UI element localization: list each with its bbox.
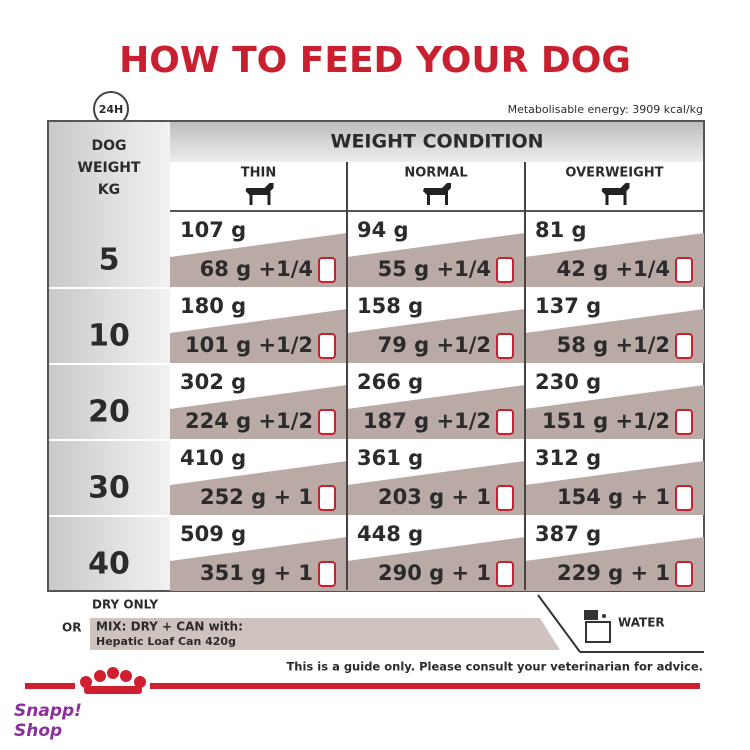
dry-amount: 509 g — [180, 522, 246, 546]
dry-amount: 158 g — [357, 294, 423, 318]
mix-shade — [525, 537, 704, 591]
can-icon — [496, 561, 514, 587]
can-icon — [675, 333, 693, 359]
weight-column — [49, 122, 170, 590]
mix-amount: 55 g +1/4 — [378, 257, 491, 281]
mix-amount: 101 g +1/2 — [185, 333, 313, 357]
mix-amount: 68 g +1/4 — [200, 257, 313, 281]
can-icon — [675, 257, 693, 283]
dry-amount: 361 g — [357, 446, 423, 470]
mix-shade — [347, 461, 525, 515]
group-header-bg — [170, 122, 703, 162]
water: WATER — [618, 616, 665, 630]
group-header: WEIGHT CONDITION — [331, 131, 544, 153]
mix: MIX: DRY + CAN with: — [96, 620, 243, 634]
can: Hepatic Loaf Can 420g — [96, 635, 236, 648]
mix-amount: 151 g +1/2 — [542, 409, 670, 433]
weight: 20 — [88, 395, 130, 430]
clock-label: 24H — [99, 103, 124, 116]
dry-amount: 180 g — [180, 294, 246, 318]
mix-shade — [347, 537, 525, 591]
weight: 10 — [88, 319, 130, 354]
can-icon — [496, 485, 514, 511]
weight-header: WEIGHT — [78, 160, 141, 176]
mix-shade — [525, 385, 704, 439]
dog-icon — [245, 183, 274, 205]
mix-shade — [347, 309, 525, 363]
energy: Metabolisable energy: 3909 kcal/kg — [508, 103, 703, 116]
column-header: NORMAL — [404, 166, 467, 181]
water-icon — [584, 610, 611, 643]
mix-box — [90, 618, 560, 650]
mix-shade — [170, 537, 347, 591]
mix-shade — [525, 461, 704, 515]
watermark-line: Shop — [14, 721, 62, 741]
mix-shade — [525, 309, 704, 363]
can-icon — [675, 561, 693, 587]
mix-shade — [525, 233, 704, 287]
dog-icon — [423, 183, 451, 205]
weight: 5 — [99, 243, 120, 278]
mix-shade — [170, 233, 347, 287]
mix-amount: 203 g + 1 — [378, 485, 491, 509]
weight: 30 — [88, 471, 130, 506]
table-body: DOG WEIGHT KG THIN NORMAL OVERWEIGHT 5 107 g 68 … — [49, 138, 704, 591]
can-icon — [496, 333, 514, 359]
crown-logo — [80, 667, 146, 694]
column-header: THIN — [241, 166, 276, 181]
mix-shade — [347, 385, 525, 439]
water-divider — [537, 594, 581, 653]
can-icon — [318, 485, 336, 511]
dry-amount: 230 g — [535, 370, 601, 394]
red-line-right — [150, 683, 700, 689]
column-header: OVERWEIGHT — [565, 166, 663, 181]
can-icon — [318, 409, 336, 435]
dry-amount: 81 g — [535, 218, 587, 242]
or: OR — [62, 621, 81, 635]
mix-amount: 224 g +1/2 — [185, 409, 313, 433]
weight-header: KG — [98, 182, 120, 198]
mix-amount: 290 g + 1 — [378, 561, 491, 585]
mix-amount: 154 g + 1 — [557, 485, 670, 509]
dry-amount: 410 g — [180, 446, 246, 470]
dry-amount: 387 g — [535, 522, 601, 546]
mix-amount: 351 g + 1 — [200, 561, 313, 585]
mix-amount: 58 g +1/2 — [557, 333, 670, 357]
weight-header: DOG — [91, 138, 126, 154]
dog-icon — [601, 183, 630, 205]
mix-amount: 187 g +1/2 — [363, 409, 491, 433]
dry-amount: 302 g — [180, 370, 246, 394]
can-icon — [675, 409, 693, 435]
dry-amount: 448 g — [357, 522, 423, 546]
dry-amount: 266 g — [357, 370, 423, 394]
red-line-left — [25, 683, 75, 689]
dry-amount: 137 g — [535, 294, 601, 318]
can-icon — [318, 333, 336, 359]
mix-shade — [347, 233, 525, 287]
footer-note: This is a guide only. Please consult you… — [286, 660, 703, 674]
weight: 40 — [88, 547, 130, 582]
dry-amount: 107 g — [180, 218, 246, 242]
mix-amount: 252 g + 1 — [200, 485, 313, 509]
watermark-line: Snapp! — [14, 701, 82, 721]
title: HOW TO FEED YOUR DOG — [119, 40, 631, 81]
dry-amount: 94 g — [357, 218, 409, 242]
dry-amount: 312 g — [535, 446, 601, 470]
dry-only: DRY ONLY — [92, 598, 158, 612]
can-icon — [318, 561, 336, 587]
can-icon — [496, 257, 514, 283]
can-icon — [496, 409, 514, 435]
mix-shade — [170, 385, 347, 439]
mix-amount: 42 g +1/4 — [557, 257, 670, 281]
mix-amount: 79 g +1/2 — [378, 333, 491, 357]
can-icon — [318, 257, 336, 283]
mix-shade — [170, 461, 347, 515]
can-icon — [675, 485, 693, 511]
mix-shade — [170, 309, 347, 363]
mix-amount: 229 g + 1 — [557, 561, 670, 585]
